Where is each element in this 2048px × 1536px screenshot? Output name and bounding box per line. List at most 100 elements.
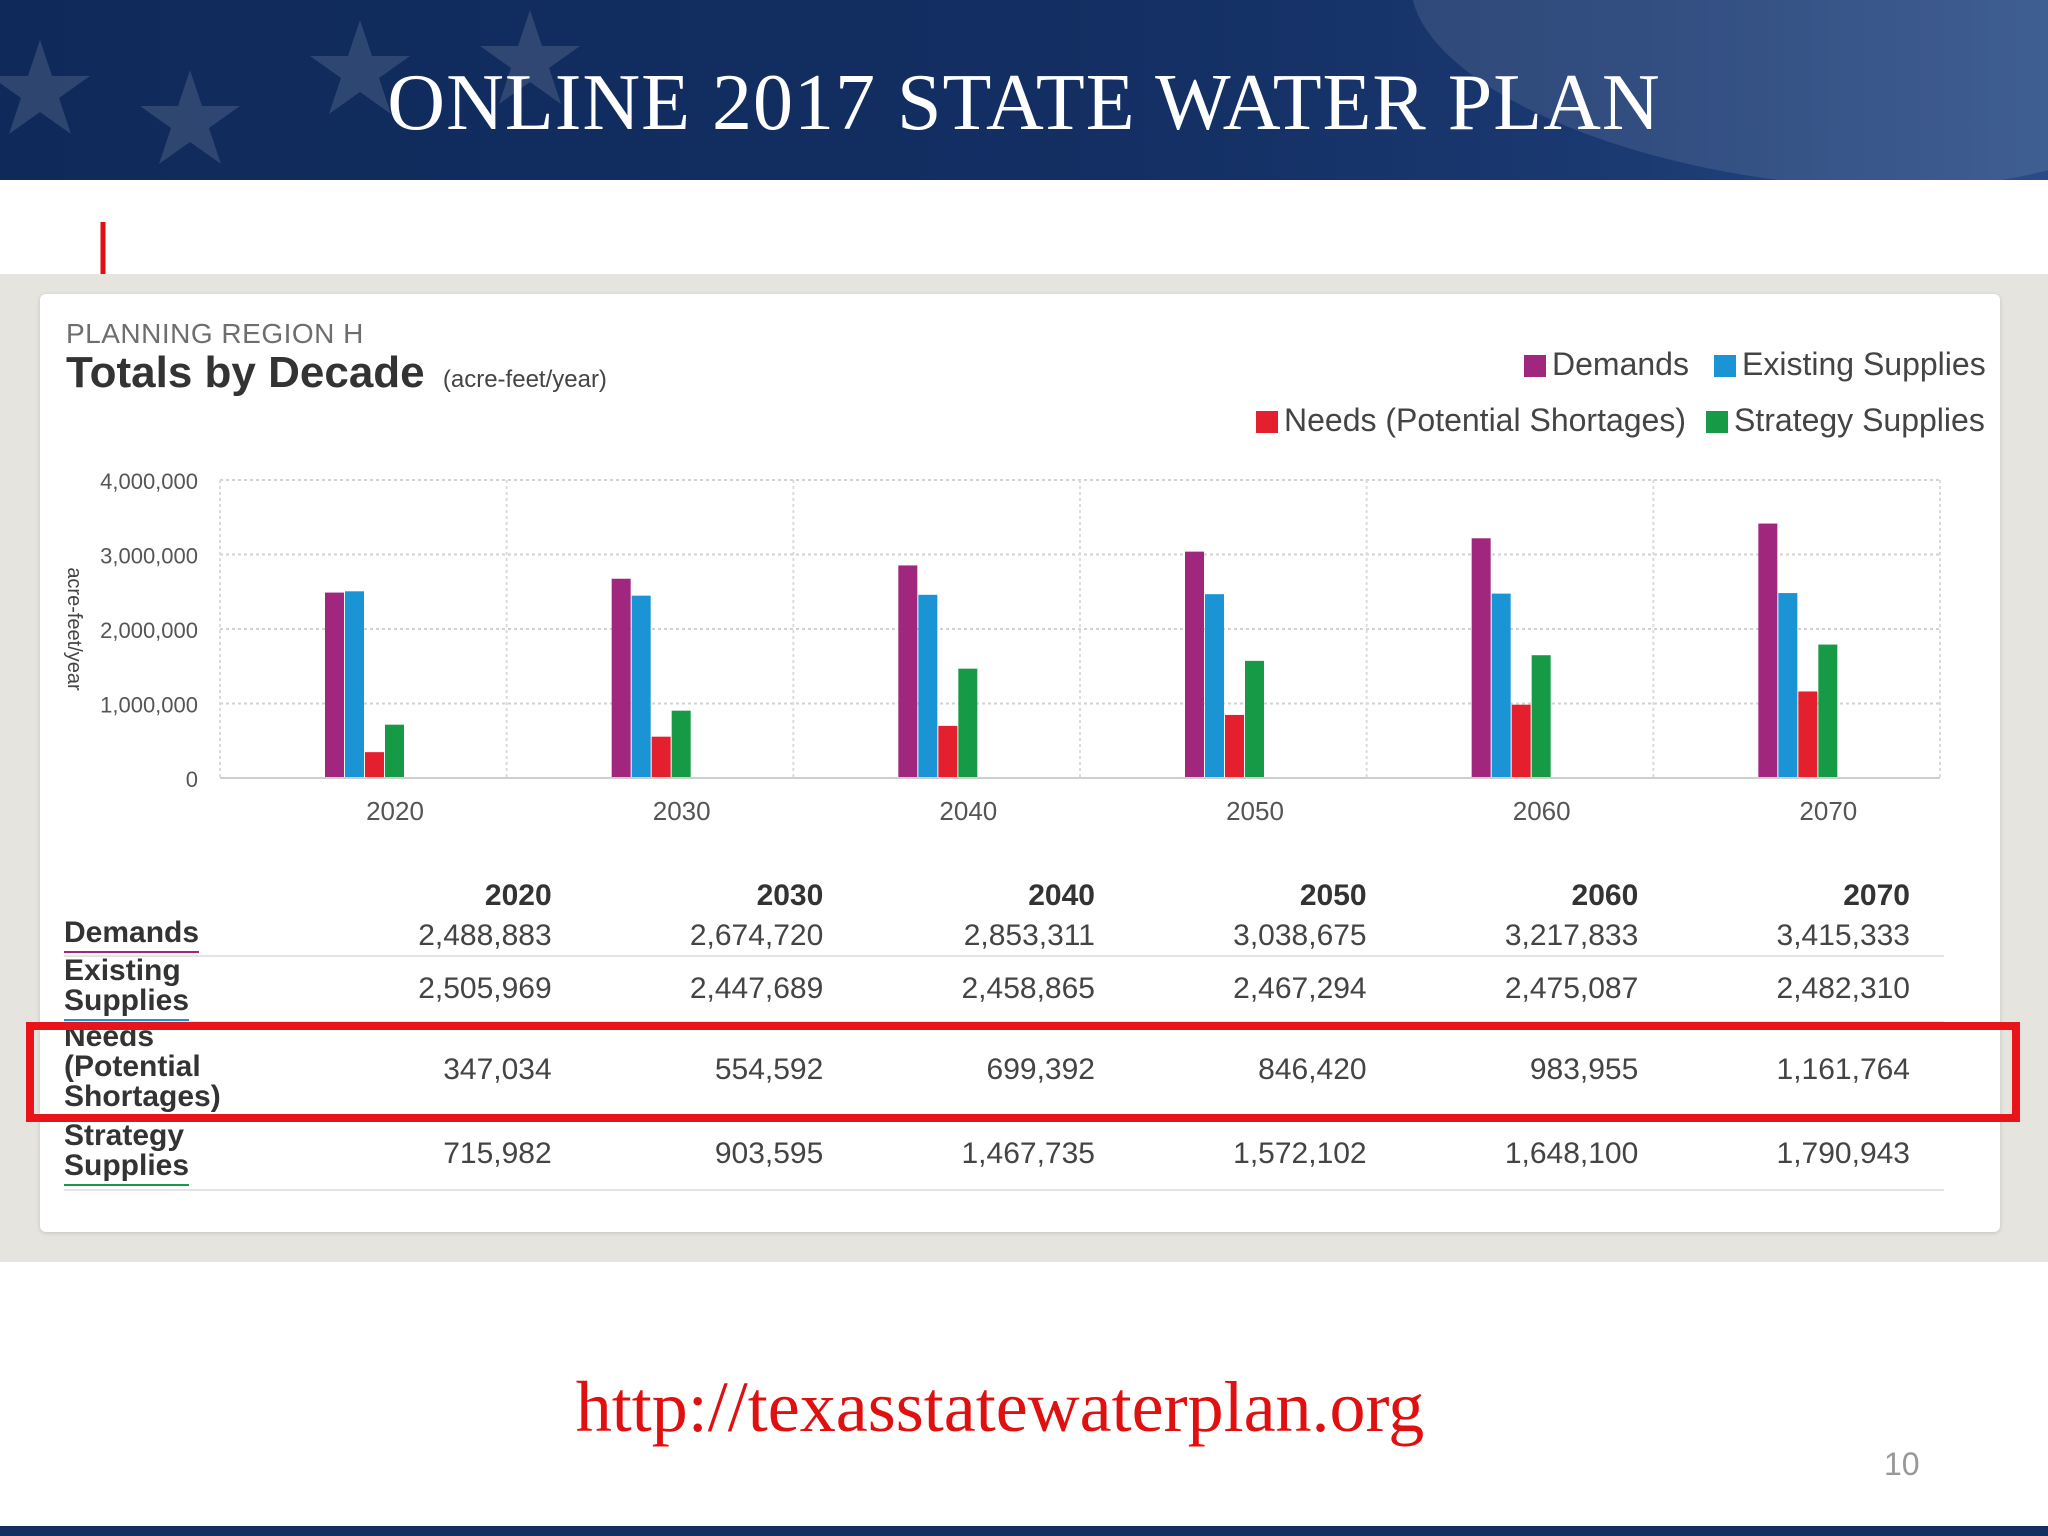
bar-existing-supplies-2050 — [1205, 594, 1224, 778]
row-label-line: Strategy — [64, 1119, 185, 1152]
table-cell: 2,853,311 — [857, 916, 1129, 957]
panel-heading: Totals by Decade (acre-feet/year) — [66, 348, 607, 398]
bar-demands-2050 — [1185, 551, 1204, 778]
bar-chart: 0 1,000,000 2,000,000 3,000,000 4,000,000 acr… — [63, 469, 1941, 826]
table-cell: 1,161,764 — [1672, 1022, 1944, 1119]
bar-needs-potential-shortages-2060 — [1511, 704, 1531, 778]
table-cell: 1,467,735 — [857, 1118, 1129, 1191]
legend-item-existing-supplies: Existing Supplies — [1714, 346, 1986, 383]
table-cell: 2,458,865 — [857, 956, 1129, 1023]
bar-strategy-supplies-2020 — [385, 724, 404, 778]
bar-demands-2070 — [1758, 523, 1778, 778]
table-row-needs: Needs (Potential Shortages) 347,034 554,… — [64, 1022, 1944, 1119]
y-axis-label: acre-feet/year — [63, 567, 85, 691]
table-cell: 2,475,087 — [1400, 956, 1673, 1023]
y-tick-label: 1,000,000 — [100, 693, 198, 718]
page-number: 10 — [1884, 1446, 1920, 1482]
table-header-cell: 2070 — [1843, 879, 1910, 912]
table-header-cell: 2020 — [484, 879, 552, 912]
heading-text: Totals by Decade — [66, 348, 425, 397]
x-tick-label: 2040 — [939, 796, 997, 826]
x-tick-label: 2070 — [1799, 796, 1857, 826]
table-cell: 1,648,100 — [1400, 1118, 1673, 1191]
row-label-text: Strategy Supplies — [64, 1119, 190, 1186]
legend-item-needs: Needs (Potential Shortages) — [1256, 402, 1686, 439]
row-label-line: Demands — [64, 915, 200, 949]
row-label-line: Supplies — [64, 984, 190, 1017]
row-label: Needs (Potential Shortages) — [64, 1022, 314, 1119]
website-link[interactable]: http://texasstatewaterplan.org — [575, 1367, 1425, 1447]
row-label: Demands — [64, 915, 314, 957]
bar-needs-potential-shortages-2040 — [938, 725, 958, 778]
bar-demands-2030 — [611, 578, 631, 778]
table-header-corner — [64, 876, 314, 916]
bar-existing-supplies-2070 — [1778, 593, 1798, 778]
table-cell: 347,034 — [314, 1022, 586, 1119]
row-label-text: Existing Supplies — [64, 954, 190, 1021]
region-label: PLANNING REGION H — [66, 318, 364, 349]
bar-needs-potential-shortages-2020 — [365, 752, 384, 778]
table-row-demands: Demands 2,488,883 2,674,720 2,853,311 3,… — [64, 915, 1944, 957]
table-cell: 554,592 — [585, 1022, 858, 1119]
table-cell: 1,572,102 — [1128, 1118, 1401, 1191]
table-cell: 1,790,943 — [1672, 1118, 1944, 1191]
bar-needs-potential-shortages-2030 — [651, 736, 671, 778]
legend-item-demands: Demands — [1524, 346, 1689, 383]
legend-label: Existing Supplies — [1742, 346, 1986, 382]
title-banner: ONLINE 2017 STATE WATER PLAN — [0, 0, 2048, 180]
table-header-cell: 2030 — [756, 879, 824, 912]
row-label-text: Needs (Potential Shortages) — [64, 1022, 221, 1117]
legend-item-strategy-supplies: Strategy Supplies — [1706, 402, 1985, 439]
bar-existing-supplies-2060 — [1491, 593, 1511, 778]
table-cell: 3,038,675 — [1128, 916, 1401, 957]
y-tick-label: 4,000,000 — [100, 469, 198, 494]
table-cell: 2,674,720 — [585, 916, 858, 957]
table-row-strategy-supplies: Strategy Supplies 715,982 903,595 1,467,… — [64, 1118, 1944, 1191]
y-tick-label: 2,000,000 — [100, 618, 198, 643]
row-label-text: Demands — [64, 915, 200, 953]
slide-title: ONLINE 2017 STATE WATER PLAN — [387, 59, 1661, 147]
row-label-line: Existing — [64, 954, 181, 987]
stars-decoration — [0, 10, 580, 164]
table-header-row: 2020 2030 2040 2050 2060 2070 — [64, 876, 1944, 916]
row-label-line: Shortages) — [64, 1080, 221, 1113]
bar-strategy-supplies-2040 — [958, 668, 978, 778]
table-header-cell: 2040 — [1028, 879, 1095, 912]
table-cell: 3,415,333 — [1672, 916, 1944, 957]
table-cell: 2,467,294 — [1128, 956, 1401, 1023]
x-tick-label: 2020 — [366, 796, 424, 826]
x-tick-label: 2030 — [653, 796, 711, 826]
legend-label: Demands — [1552, 346, 1689, 382]
bar-demands-2020 — [325, 592, 344, 778]
y-tick-label: 3,000,000 — [100, 544, 198, 569]
table-row-existing-supplies: Existing Supplies 2,505,969 2,447,689 2,… — [64, 954, 1944, 1023]
bar-existing-supplies-2020 — [345, 591, 364, 778]
table-cell: 983,955 — [1400, 1022, 1673, 1119]
row-label-line: Supplies — [64, 1149, 190, 1182]
bar-demands-2040 — [898, 565, 918, 778]
needs-row-highlight-box — [26, 1022, 2020, 1122]
legend-swatch — [1706, 411, 1728, 433]
legend-swatch — [1524, 355, 1546, 377]
bar-existing-supplies-2040 — [918, 594, 938, 778]
bar-strategy-supplies-2050 — [1245, 660, 1264, 778]
table-header-cell: 2050 — [1299, 879, 1367, 912]
bar-strategy-supplies-2060 — [1531, 655, 1551, 778]
heading-unit: (acre-feet/year) — [442, 366, 607, 393]
legend-label: Needs (Potential Shortages) — [1284, 402, 1686, 438]
table-cell: 2,447,689 — [585, 956, 858, 1023]
footer-bar — [0, 1526, 2048, 1536]
legend-label: Strategy Supplies — [1734, 402, 1985, 438]
totals-table: 2020 2030 2040 2050 2060 2070 Demands 2,… — [64, 876, 1944, 1191]
row-label: Strategy Supplies — [64, 1118, 314, 1191]
x-tick-label: 2060 — [1513, 796, 1571, 826]
table-header-cell: 2060 — [1571, 879, 1639, 912]
x-tick-label: 2050 — [1226, 796, 1284, 826]
row-label-line: (Potential — [64, 1050, 201, 1083]
table-cell: 2,482,310 — [1672, 956, 1944, 1023]
legend-swatch — [1714, 355, 1736, 377]
bar-existing-supplies-2030 — [631, 595, 651, 778]
bar-demands-2060 — [1471, 538, 1491, 778]
table-cell: 2,505,969 — [314, 956, 586, 1023]
y-tick-label: 0 — [186, 767, 198, 792]
